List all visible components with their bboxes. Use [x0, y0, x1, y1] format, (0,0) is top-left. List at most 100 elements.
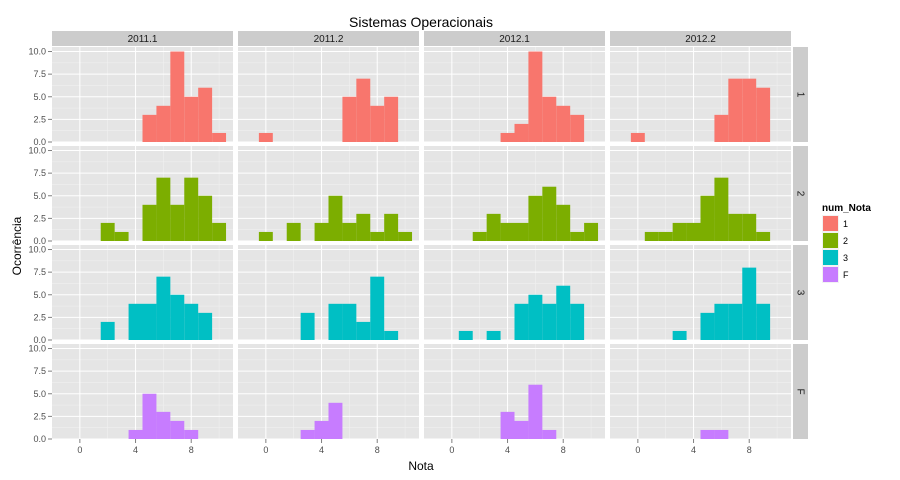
histogram-bar	[742, 213, 757, 241]
histogram-bar	[756, 87, 771, 142]
y-tick-label: 5.0	[33, 389, 46, 399]
y-tick-label: 2.5	[33, 312, 46, 322]
legend-label: F	[843, 270, 849, 280]
histogram-bar	[630, 132, 645, 142]
histogram-bar	[556, 105, 571, 142]
column-strip	[424, 31, 605, 46]
y-tick-label: 0.0	[33, 434, 46, 444]
x-tick-label: 4	[319, 445, 324, 455]
histogram-bar	[686, 222, 701, 241]
histogram-bar	[384, 96, 399, 142]
histogram-bar	[398, 231, 413, 241]
legend-title: num_Nota	[822, 203, 871, 214]
histogram-bar	[514, 303, 529, 340]
legend: num_Nota 1 2 3 F	[822, 203, 871, 283]
legend-swatch	[823, 267, 838, 282]
row-strip	[793, 344, 808, 439]
facet-strips: 2011.1 2011.2 2012.1 2012.2 1 2 3 F	[52, 31, 808, 439]
histogram-bar	[500, 132, 515, 142]
row-strip-label: F	[795, 388, 806, 394]
histogram-bar	[570, 114, 585, 142]
histogram-bar	[458, 330, 473, 340]
histogram-bar	[728, 78, 743, 142]
y-tick-label: 0.0	[33, 137, 46, 147]
histogram-bar	[328, 195, 343, 241]
legend-swatch	[823, 233, 838, 248]
row-strip-label: 1	[795, 92, 806, 98]
histogram-bar	[472, 231, 487, 241]
histogram-bar	[198, 312, 213, 340]
histogram-bar	[370, 105, 385, 142]
y-tick-label: 10.0	[28, 344, 46, 354]
histogram-bar	[314, 420, 329, 439]
histogram-bar	[128, 429, 143, 439]
histogram-bar	[342, 96, 357, 142]
histogram-bar	[100, 321, 115, 340]
x-tick-label: 8	[561, 445, 566, 455]
histogram-bar	[342, 222, 357, 241]
histogram-bar	[756, 303, 771, 340]
y-tick-label: 10.0	[28, 245, 46, 255]
histogram-bar	[370, 231, 385, 241]
histogram-bar	[486, 213, 501, 241]
histogram-bar	[184, 303, 199, 340]
histogram-bar	[486, 330, 501, 340]
y-tick-label: 7.5	[33, 366, 46, 376]
histogram-bar	[570, 231, 585, 241]
histogram-bar	[700, 195, 715, 241]
y-tick-label: 0.0	[33, 335, 46, 345]
histogram-bar	[742, 78, 757, 142]
x-tick-label: 8	[189, 445, 194, 455]
histogram-bar	[198, 87, 213, 142]
y-tick-label: 7.5	[33, 69, 46, 79]
y-tick-label: 5.0	[33, 290, 46, 300]
column-strip-label: 2011.2	[314, 34, 344, 45]
histogram-bar	[556, 204, 571, 241]
histogram-bar	[714, 303, 729, 340]
x-tick-label: 0	[635, 445, 640, 455]
histogram-bar	[742, 267, 757, 340]
y-tick-label: 0.0	[33, 236, 46, 246]
histogram-bar	[528, 384, 543, 439]
histogram-bar	[542, 429, 557, 439]
row-strip-label: 2	[795, 191, 806, 197]
y-tick-label: 2.5	[33, 411, 46, 421]
histogram-bar	[142, 393, 157, 439]
y-tick-label: 10.0	[28, 146, 46, 156]
histogram-bar	[542, 96, 557, 142]
histogram-bar	[728, 213, 743, 241]
histogram-bar	[714, 429, 729, 439]
y-tick-label: 5.0	[33, 92, 46, 102]
histogram-bar	[100, 222, 115, 241]
axes: 0.02.55.07.510.00.02.55.07.510.00.02.55.…	[28, 47, 751, 455]
histogram-bar	[170, 294, 185, 340]
histogram-bar	[342, 303, 357, 340]
histogram-bar	[528, 195, 543, 241]
legend-label: 1	[843, 219, 848, 229]
y-tick-label: 2.5	[33, 114, 46, 124]
histogram-bar	[258, 132, 273, 142]
histogram-bar	[500, 411, 515, 439]
histogram-bar	[370, 276, 385, 340]
histogram-bar	[384, 213, 399, 241]
x-tick-label: 4	[691, 445, 696, 455]
column-strip	[238, 31, 419, 46]
histogram-bar	[356, 321, 371, 340]
histogram-bar	[700, 429, 715, 439]
y-tick-label: 10.0	[28, 47, 46, 57]
column-strip-label: 2011.1	[128, 34, 158, 45]
histogram-bar	[356, 213, 371, 241]
histogram-bar	[328, 303, 343, 340]
histogram-bar	[142, 114, 157, 142]
histogram-bar	[170, 51, 185, 142]
histogram-bar	[542, 186, 557, 241]
y-tick-label: 2.5	[33, 213, 46, 223]
histogram-bar	[170, 204, 185, 241]
y-tick-label: 7.5	[33, 267, 46, 277]
histogram-bar	[658, 231, 673, 241]
histogram-bar	[644, 231, 659, 241]
x-tick-label: 4	[505, 445, 510, 455]
histogram-bar	[584, 222, 599, 241]
x-tick-label: 4	[133, 445, 138, 455]
